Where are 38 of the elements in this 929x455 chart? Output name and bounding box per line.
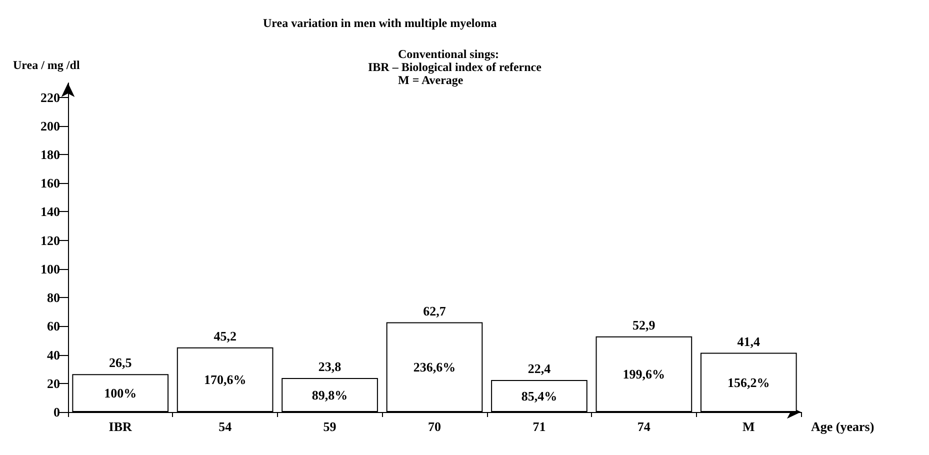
data-label: 52,9 [632,317,656,332]
x-tick-label: IBR [108,419,133,434]
x-tick-label: 74 [637,419,651,434]
data-label: 41,4 [737,334,761,349]
annotation: 199,6% [622,366,666,382]
y-tick-label: 220 [40,90,60,105]
text: Conventional sings: [398,47,500,61]
x-tick-label: 59 [323,419,337,434]
annotation: 170,6% [204,372,246,388]
data-label: 62,7 [423,303,446,318]
data-label: 26,5 [108,355,132,370]
x-axis-title: Age (years) [811,419,874,434]
annotation: 156,2% [728,374,770,390]
x-tick-label: M [742,419,755,434]
y-tick-label: 140 [40,204,60,220]
y-tick-label: 180 [40,147,60,162]
annotation: 236,6% [413,360,456,375]
text: IBR – Biological index of refernce [368,60,542,74]
data-label: 22,4 [528,360,552,376]
y-tick-label: 160 [40,176,60,191]
y-tick-label: 100 [40,261,60,276]
x-tick-label: 71 [532,419,546,434]
y-tick-label: 20 [47,376,60,391]
annotation: M = Average [398,73,464,87]
y-tick-label: 200 [40,118,60,134]
y-axis-title: Urea / mg /dl [13,58,80,72]
annotation: 100% [104,386,137,401]
data-label: 23,8 [318,358,342,374]
y-tick-label: 120 [40,232,60,248]
annotation: 85,4% [521,388,558,404]
x-tick-label: 54 [218,419,232,434]
x-tick-label: 70 [428,419,441,434]
chart-title: Urea variation in men with multiple myeloma [263,16,497,30]
y-tick-label: 60 [47,318,60,334]
data-label: 45,2 [214,328,236,344]
y-tick-label: 40 [47,347,60,362]
y-tick-label: 80 [47,290,60,306]
annotation: 89,8% [312,387,348,402]
